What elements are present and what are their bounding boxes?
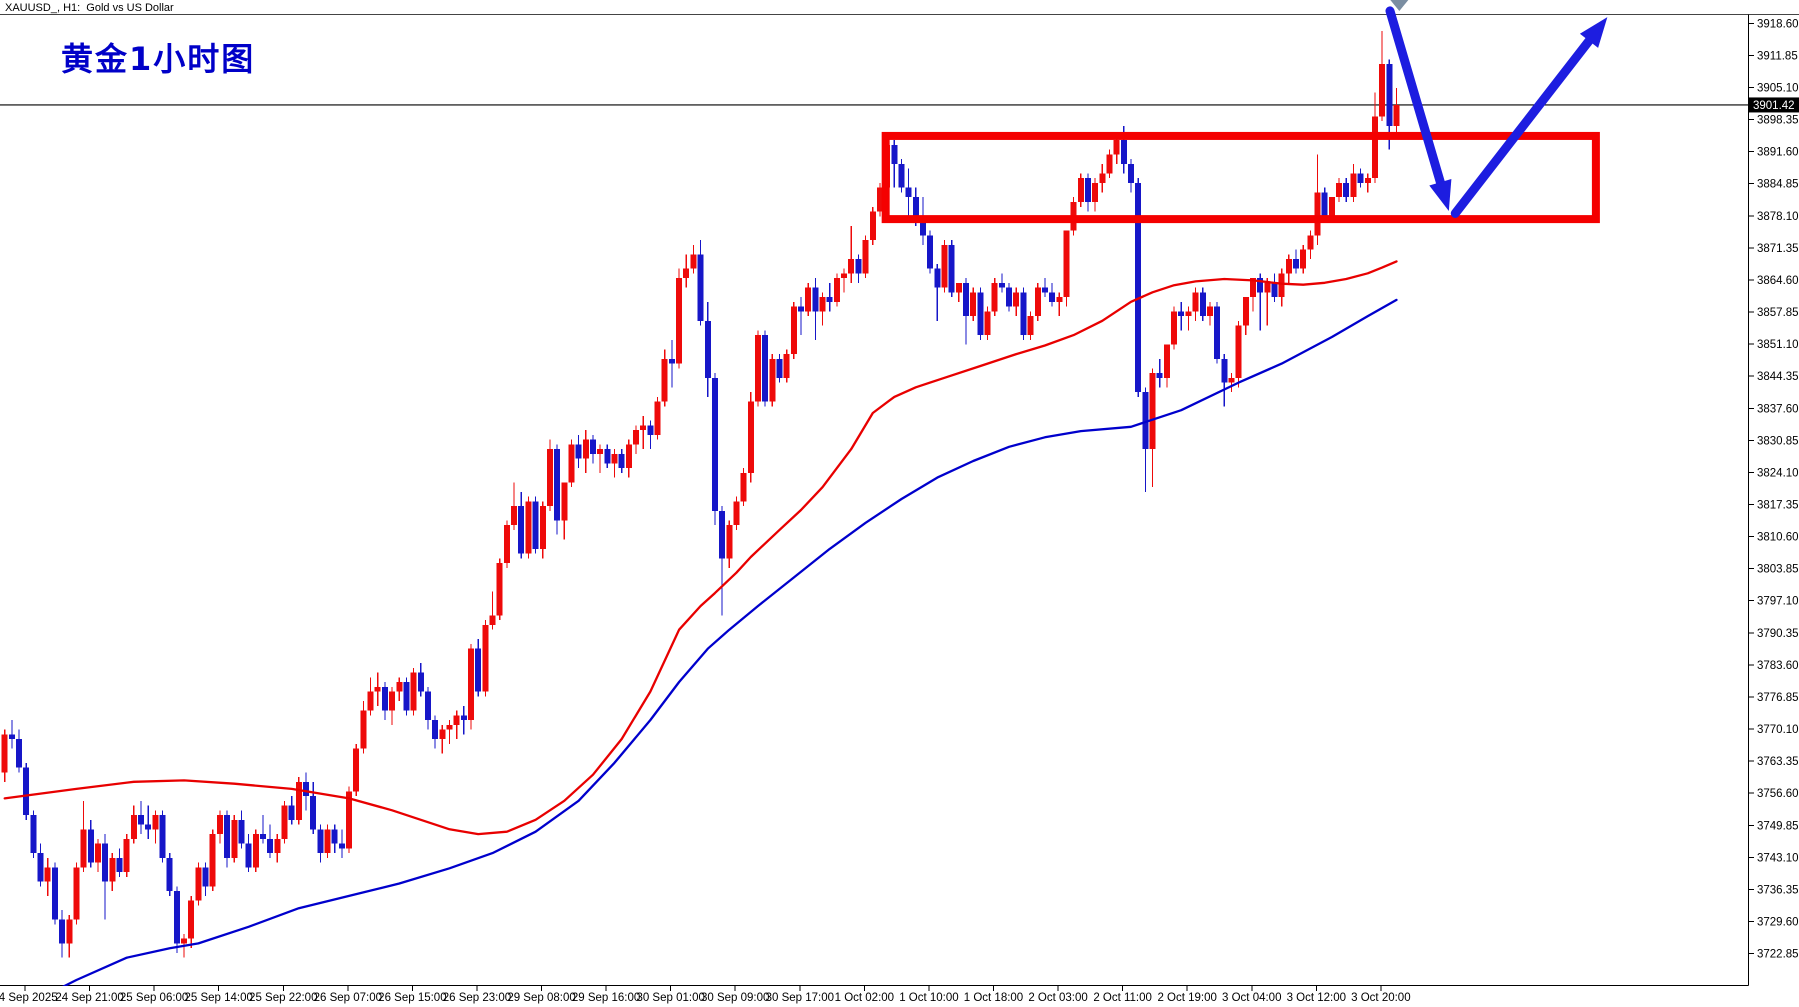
- arrow-anchor-marker: [1390, 0, 1409, 11]
- current-price-value: 3901.42: [1753, 100, 1795, 112]
- price-tick-label: 3749.85: [1757, 820, 1799, 832]
- time-tick-label: 2 Oct 03:00: [1028, 992, 1087, 1004]
- candles-series: [1, 30, 1400, 958]
- time-tick-label: 3 Oct 20:00: [1351, 992, 1410, 1004]
- price-tick-label: 3722.85: [1757, 949, 1799, 961]
- breakout-arrow-up[interactable]: [1450, 17, 1608, 218]
- pullback-arrow-down[interactable]: [1385, 6, 1452, 212]
- price-tick-label: 3803.85: [1757, 564, 1799, 576]
- price-tick-label: 3898.35: [1757, 115, 1799, 127]
- price-tick-label: 3810.60: [1757, 532, 1799, 544]
- time-tick-label: 1 Oct 18:00: [964, 992, 1023, 1004]
- time-tick-label: 1 Oct 02:00: [835, 992, 894, 1004]
- price-tick-label: 3817.35: [1757, 500, 1799, 512]
- ma-fast-red-line: [3, 260, 1398, 836]
- price-tick-label: 3824.10: [1757, 467, 1799, 479]
- price-tick-label: 3729.60: [1757, 917, 1799, 929]
- time-tick-label: 30 Sep 17:00: [766, 992, 834, 1004]
- time-tick-label: 29 Sep 16:00: [572, 992, 640, 1004]
- price-tick-label: 3857.85: [1757, 307, 1799, 319]
- price-tick-label: 3918.60: [1757, 18, 1799, 30]
- time-tick-label: 2 Oct 19:00: [1157, 992, 1216, 1004]
- annotations: [881, 0, 1608, 224]
- price-tick-label: 3756.60: [1757, 788, 1799, 800]
- price-tick-label: 3911.85: [1757, 50, 1798, 62]
- price-tick-label: 3797.10: [1757, 596, 1799, 608]
- price-tick-label: 3905.10: [1757, 82, 1799, 94]
- price-tick-label: 3891.60: [1757, 147, 1799, 159]
- price-tick-label: 3776.85: [1757, 692, 1799, 704]
- time-tick-label: 3 Oct 04:00: [1222, 992, 1281, 1004]
- price-tick-label: 3783.60: [1757, 660, 1799, 672]
- time-tick-label: 26 Sep 07:00: [314, 992, 382, 1004]
- price-tick-label: 3770.10: [1757, 724, 1799, 736]
- price-tick-label: 3884.85: [1757, 179, 1799, 191]
- price-tick-label: 3837.60: [1757, 403, 1799, 415]
- time-tick-label: 26 Sep 15:00: [378, 992, 446, 1004]
- price-tick-label: 3878.10: [1757, 211, 1799, 223]
- price-tick-label: 3851.10: [1757, 339, 1799, 351]
- price-tick-label: 3844.35: [1757, 371, 1799, 383]
- time-tick-label: 2 Oct 11:00: [1093, 992, 1152, 1004]
- price-tick-label: 3830.85: [1757, 435, 1799, 447]
- chart-frame: [0, 14, 1799, 986]
- price-axis[interactable]: 3918.60 3911.85 3905.10 3898.35 3891.60 3884.…: [1748, 18, 1799, 961]
- time-tick-label: 25 Sep 14:00: [184, 992, 252, 1004]
- current-price-badge: 3901.42: [1749, 97, 1799, 113]
- symbol-title: XAUUSD_, H1: Gold vs US Dollar: [5, 2, 174, 14]
- time-tick-label: 30 Sep 01:00: [636, 992, 704, 1004]
- price-tick-label: 3864.60: [1757, 275, 1799, 287]
- time-tick-label: 30 Sep 09:00: [701, 992, 769, 1004]
- price-tick-label: 3736.35: [1757, 884, 1799, 896]
- time-tick-label: 24 Sep 21:00: [55, 992, 123, 1004]
- price-tick-label: 3763.35: [1757, 756, 1799, 768]
- chart-title-annotation[interactable]: 黄金1小时图: [61, 40, 256, 78]
- price-tick-label: 3790.35: [1757, 628, 1799, 640]
- price-tick-label: 3743.10: [1757, 852, 1799, 864]
- price-tick-label: 3871.35: [1757, 243, 1799, 255]
- resistance-zone-box[interactable]: [881, 131, 1600, 224]
- time-tick-label: 24 Sep 2025: [0, 992, 58, 1004]
- time-tick-label: 25 Sep 06:00: [120, 992, 188, 1004]
- time-tick-label: 1 Oct 10:00: [899, 992, 958, 1004]
- time-tick-label: 26 Sep 23:00: [443, 992, 511, 1004]
- time-tick-label: 25 Sep 22:00: [249, 992, 317, 1004]
- time-tick-label: 3 Oct 12:00: [1287, 992, 1346, 1004]
- time-tick-label: 29 Sep 08:00: [507, 992, 575, 1004]
- ma-slow-blue-line: [61, 298, 1398, 986]
